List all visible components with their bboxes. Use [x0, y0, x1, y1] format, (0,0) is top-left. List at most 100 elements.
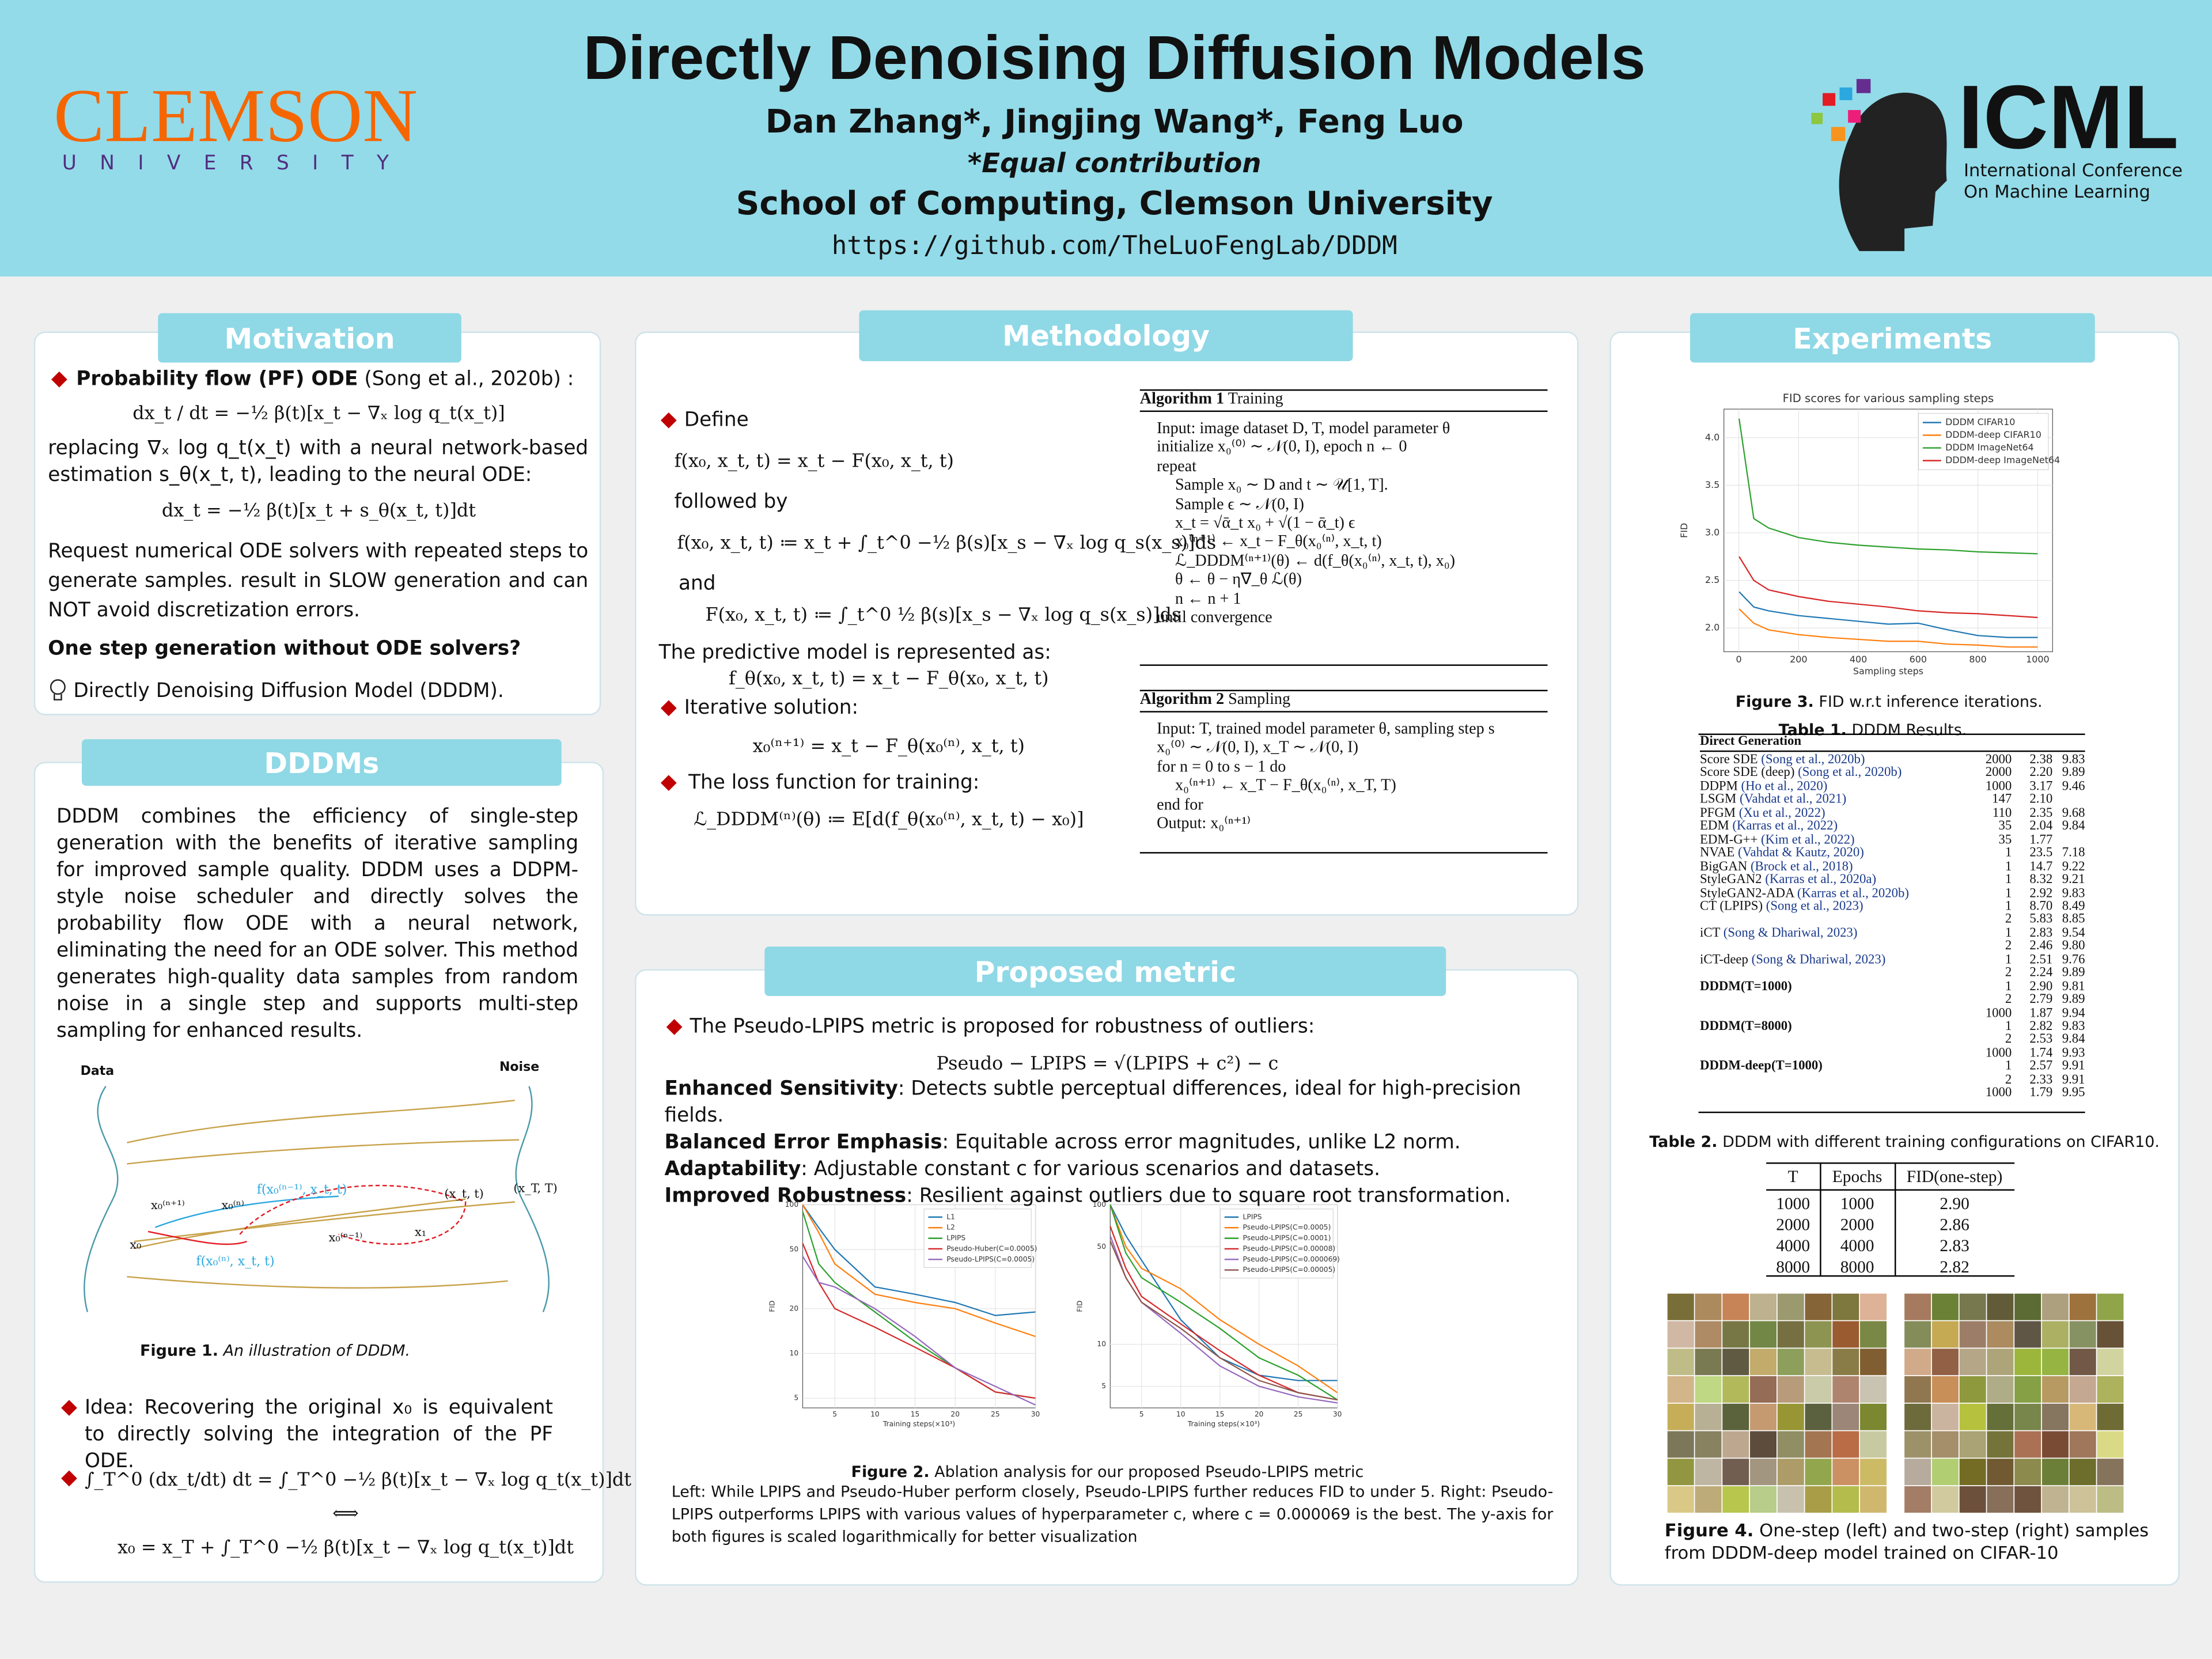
sample-image-tile [1695, 1321, 1722, 1348]
sample-image-tile [1832, 1459, 1859, 1486]
table-cell: 9.83 [2062, 1020, 2085, 1035]
table-cell: 9.83 [2062, 887, 2085, 901]
sample-image-tile [2041, 1403, 2069, 1430]
table-cell: 1 [2005, 900, 2012, 914]
sample-image-tile [2014, 1431, 2041, 1458]
sample-image-tile [1959, 1403, 1986, 1430]
list-item: Adaptability: Adjustable constant c for … [664, 1157, 1567, 1184]
table-cell: 35 [1998, 833, 2012, 848]
citation: (Vahdat et al., 2021) [1740, 793, 1847, 808]
equation: f(x₀, x_t, t) = x_t − F(x₀, x_t, t) [674, 451, 955, 473]
text: Iterative solution: [684, 696, 859, 719]
series-line [1738, 608, 2038, 648]
method: DDPM [1700, 780, 1738, 794]
series-line [1738, 591, 2038, 638]
table-cell: 1.74 [2029, 1046, 2053, 1061]
sample-image-tile [1722, 1486, 1749, 1513]
citation: (Ho et al., 2020) [1741, 780, 1828, 794]
sample-image-tile [2069, 1321, 2096, 1348]
sample-image-tile [1722, 1459, 1749, 1486]
algorithm-box: Algorithm 1 Training Input: image dataset… [1139, 389, 1548, 666]
text: followed by [674, 491, 788, 514]
legend-label: LPIPS [946, 1234, 965, 1242]
table-cell: 1000 [1985, 1006, 2012, 1021]
sample-image-tile [1832, 1349, 1859, 1376]
equation: x₀⁽ⁿ⁺¹⁾ = x_t − F_θ(x₀⁽ⁿ⁾, x_t, t) [752, 736, 1025, 758]
series-line [1109, 1226, 1338, 1401]
text: The loss function for training: [688, 771, 980, 794]
table-cell: 14.7 [2029, 859, 2053, 874]
section-heading: DDDMs [82, 739, 562, 786]
algorithm-name: Training [1228, 391, 1283, 408]
sample-image-tile [1987, 1431, 2014, 1458]
sample-image-tile [1904, 1459, 1931, 1486]
sample-image-tile [1749, 1376, 1777, 1403]
method: iCT [1700, 926, 1721, 941]
table-cell: 2000 [1840, 1214, 1874, 1234]
x-tick-label: 15 [911, 1410, 920, 1418]
table-cell: 1.77 [2029, 833, 2053, 848]
citation: (Xu et al., 2022) [1738, 806, 1825, 821]
algorithm-line: θ ← θ − η∇_θ ℒ(θ) [1175, 571, 1302, 589]
text: Idea: Recovering the original x₀ is equi… [84, 1396, 553, 1473]
legend-label: Pseudo-LPIPS(C=0.0005) [946, 1255, 1035, 1263]
method: Score SDE (deep) [1700, 766, 1795, 781]
method: EDM-G++ [1700, 833, 1758, 848]
table-cell: 8.70 [2029, 900, 2053, 914]
caption-label: Table 2. [1649, 1132, 1718, 1152]
sample-image-tile [1859, 1459, 1887, 1486]
table-cell: 1 [2005, 980, 2012, 994]
table-cell: 35 [1998, 820, 2012, 834]
sample-image-tile [1987, 1349, 2014, 1376]
x-tick-label: 20 [1255, 1410, 1264, 1418]
series-line [802, 1256, 1036, 1406]
section-heading: Methodology [859, 310, 1353, 361]
legend-label: Pseudo-LPIPS(C=0.00008) [1243, 1244, 1336, 1252]
table-cell: 2.82 [1940, 1257, 1969, 1277]
method: StyleGAN2 [1700, 873, 1762, 888]
legend-box [1219, 1209, 1334, 1279]
sample-image-tile [1805, 1349, 1832, 1376]
equation: dx_t / dt = −½ β(t)[x_t − ∇ₓ log q_t(x_t… [132, 403, 505, 425]
table-cell: DDDM(T=1000) [1700, 980, 1792, 995]
citation: (Kim et al., 2022) [1761, 833, 1855, 848]
poster-title: Directly Denoising Diffusion Models [583, 24, 1646, 93]
table-cell: 1 [2005, 1060, 2012, 1074]
algorithm-title: Algorithm 1 Training [1139, 391, 1548, 412]
sample-image-tile [1805, 1321, 1832, 1348]
item-text: : Detects subtle perceptual differences,… [664, 1078, 1521, 1127]
x-tick-label: 600 [1910, 654, 1927, 665]
equation: Pseudo − LPIPS = √(LPIPS + c²) − c [936, 1054, 1279, 1075]
citation: (Brock et al., 2018) [1750, 859, 1853, 874]
table-cell: 2 [2005, 967, 2012, 981]
sample-image-tile [1722, 1321, 1749, 1348]
legend-label: Pseudo-LPIPS(C=0.0005) [1243, 1224, 1331, 1232]
legend-label: DDDM CIFAR10 [1945, 416, 2015, 427]
series-line [1109, 1240, 1338, 1401]
sample-image-tile [1749, 1293, 1777, 1320]
sample-image-tile [2041, 1431, 2069, 1458]
y-tick-label: 4.0 [1705, 431, 1719, 442]
series-line [1738, 418, 2038, 555]
series-line [1109, 1204, 1338, 1381]
method: iCT-deep [1700, 953, 1748, 968]
table-group-header: Direct Generation [1700, 735, 2085, 753]
x-tick-label: 400 [1850, 654, 1867, 665]
y-tick-label: 50 [790, 1245, 799, 1253]
icml-logo: ICML [1958, 66, 2179, 168]
table-cell: 1.87 [2029, 1006, 2053, 1021]
section-heading: Motivation [158, 313, 461, 363]
sample-image-tile [1722, 1376, 1749, 1403]
table-header: Epochs [1832, 1166, 1883, 1187]
sample-image-tile [1959, 1376, 1986, 1403]
sample-image-tile [1959, 1486, 1986, 1513]
list-item: Enhanced Sensitivity: Detects subtle per… [664, 1077, 1567, 1130]
caption-text: Ablation analysis for our proposed Pseud… [934, 1463, 1364, 1482]
sample-image-tile [2097, 1431, 2124, 1458]
equation: f_θ(x₀, x_t, t) = x_t − F_θ(x₀, x_t, t) [729, 668, 1049, 690]
legend-label: Pseudo-LPIPS(C=0.00005) [1243, 1266, 1336, 1274]
y-tick-label: 5 [794, 1394, 798, 1402]
sample-image-tile [2041, 1376, 2069, 1403]
table-cell: 9.94 [2062, 1006, 2085, 1021]
